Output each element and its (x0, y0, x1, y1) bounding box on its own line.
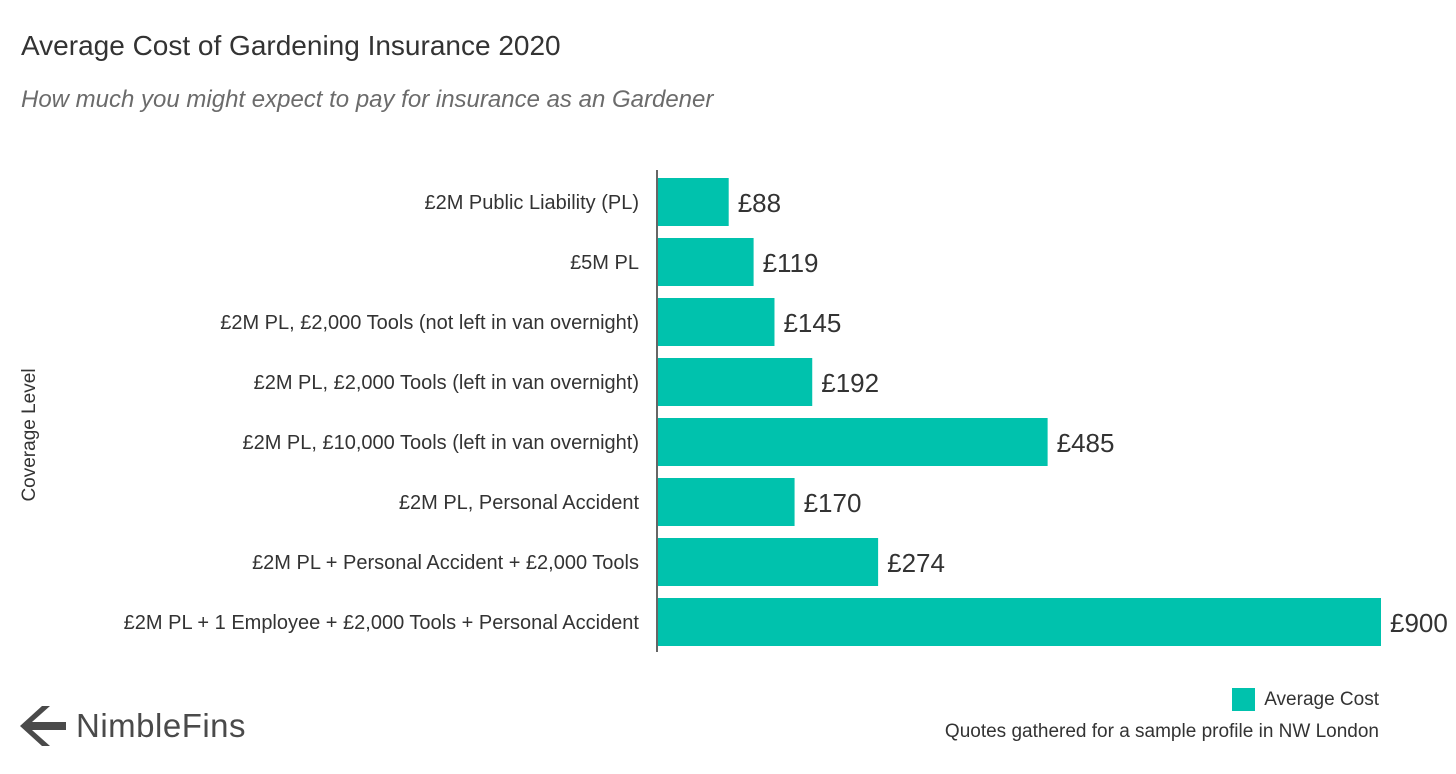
chart-subtitle: How much you might expect to pay for ins… (21, 86, 714, 113)
bar (658, 478, 795, 526)
bar (658, 358, 813, 406)
data-label: £900 (1390, 608, 1448, 638)
legend-label: Average Cost (1264, 688, 1379, 710)
logo-text: NimbleFins (76, 707, 247, 744)
data-label: £274 (887, 548, 945, 578)
category-label: £2M PL + Personal Accident + £2,000 Tool… (252, 552, 639, 574)
category-label: £2M PL + 1 Employee + £2,000 Tools + Per… (124, 612, 640, 634)
nimblefins-logo: NimbleFins (20, 706, 246, 746)
chart-legend: Average Cost (1232, 688, 1379, 711)
data-label: £145 (783, 308, 841, 338)
data-label: £170 (804, 488, 862, 518)
bar (658, 238, 754, 286)
bar (658, 298, 775, 346)
category-label: £2M PL, £2,000 Tools (left in van overni… (254, 372, 639, 394)
category-label: £5M PL (570, 252, 639, 274)
data-label: £119 (763, 248, 819, 278)
source-note: Quotes gathered for a sample profile in … (944, 721, 1379, 742)
category-label: £2M Public Liability (PL) (424, 192, 639, 214)
legend-swatch (1232, 688, 1256, 711)
bar (658, 418, 1048, 466)
category-label: £2M PL, £2,000 Tools (not left in van ov… (220, 312, 639, 334)
bar (658, 538, 879, 586)
data-label: £88 (738, 188, 781, 218)
category-label: £2M PL, £10,000 Tools (left in van overn… (242, 432, 639, 454)
y-axis-title: Coverage Level (19, 368, 40, 501)
nimblefins-logo-icon (20, 706, 66, 746)
chart-title: Average Cost of Gardening Insurance 2020 (21, 30, 561, 61)
data-label: £192 (821, 368, 879, 398)
bar (658, 598, 1381, 646)
bar (658, 178, 729, 226)
data-label: £485 (1057, 428, 1115, 458)
category-label: £2M PL, Personal Accident (399, 492, 640, 514)
